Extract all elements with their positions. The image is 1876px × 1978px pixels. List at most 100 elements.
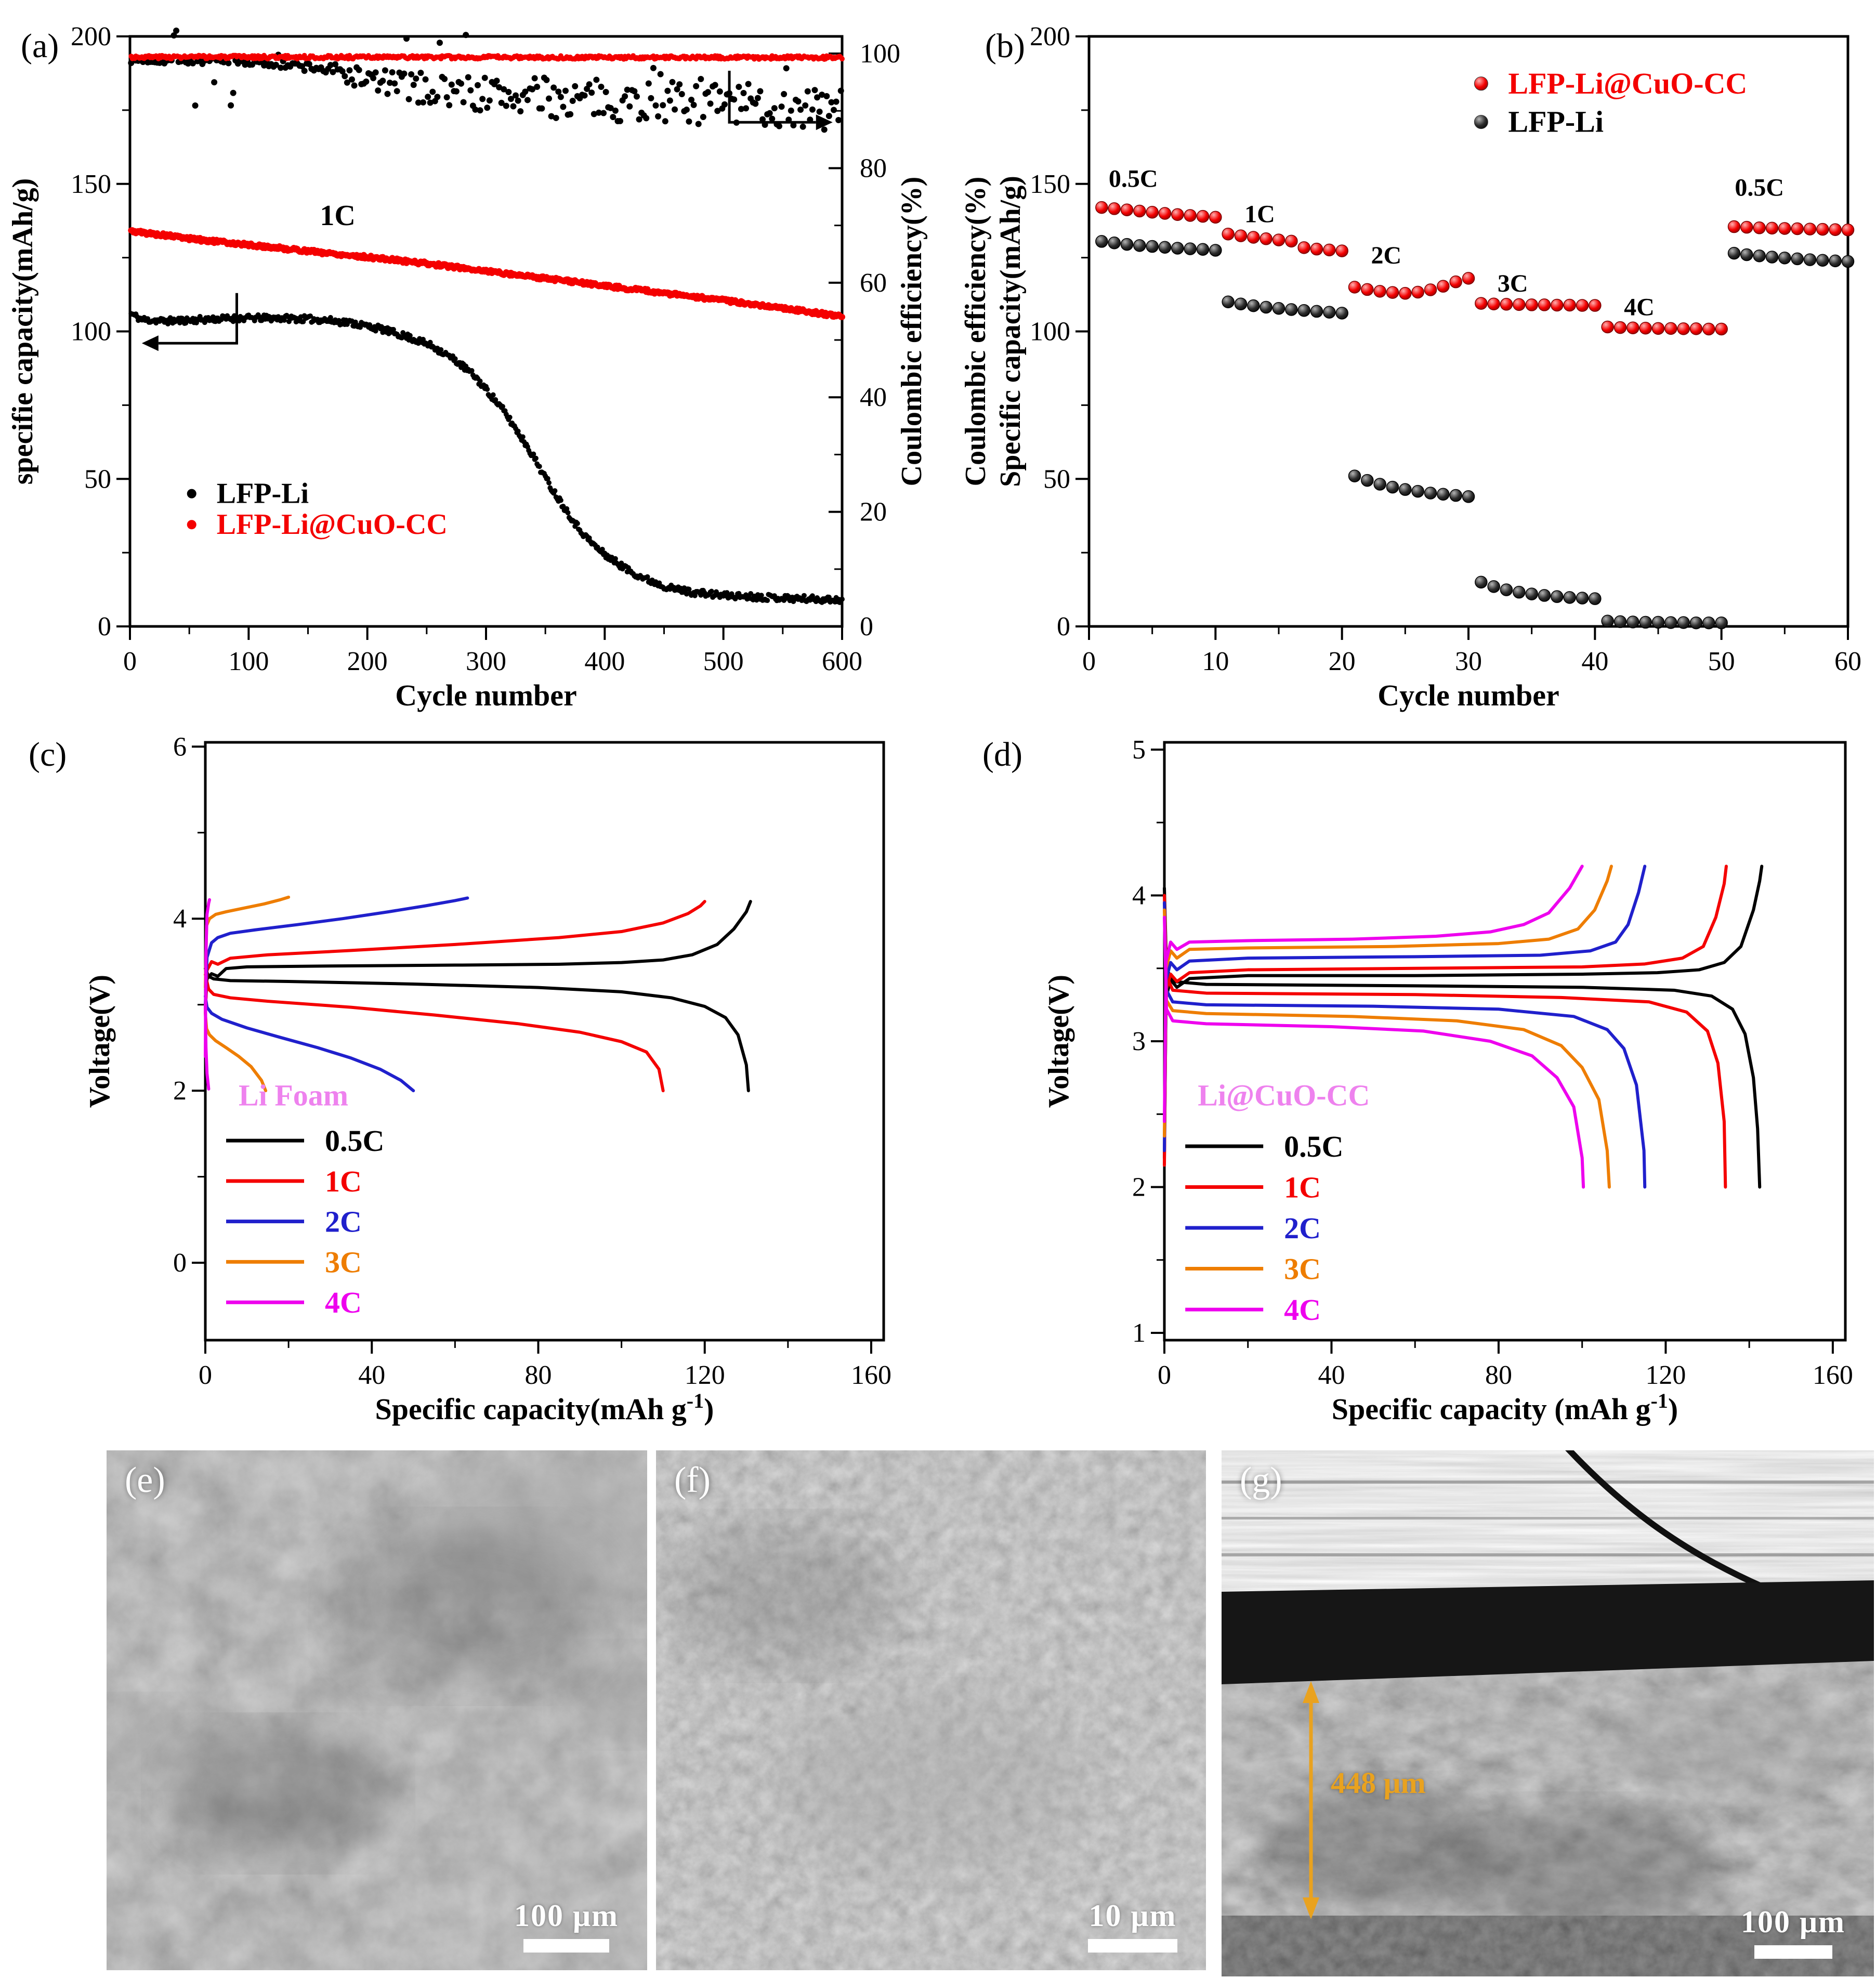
series-4c-discharge: [204, 1003, 211, 1091]
annotation-text: 3C: [1498, 270, 1528, 297]
y-axis-title: specifie capacity(mAh/g): [7, 178, 39, 484]
legend-label: 1C: [325, 1164, 362, 1198]
legend-label: 4C: [1284, 1293, 1321, 1327]
thickness-arrow: [1303, 1681, 1319, 1919]
x-axis-title: Specific capacity (mAh g-1): [1332, 1389, 1678, 1426]
series-lfp-li@cuo-cc-coulombic-efficiency: [128, 53, 845, 62]
scale-bar-f-rule: [1088, 1939, 1177, 1953]
series-2c-charge: [1163, 864, 1647, 1152]
scale-bar-g: 100 μm: [1741, 1904, 1845, 1959]
y-axis-title: Coulombic efficiency(%): [962, 177, 992, 487]
legend-label: 2C: [1284, 1211, 1321, 1245]
svg-text:50: 50: [1043, 464, 1070, 494]
legend-marker-icon: [187, 520, 196, 530]
legend-marker-icon: [1474, 115, 1488, 129]
axes-a: 0 100 200 300 400 500 600 0 50 100 150 200 0 20 40 60 80…: [71, 22, 900, 676]
panel-c-voltage-profile-chart: 0 40 80 120 160 0 2 4 6 Specific capacity(mAh g-1…: [29, 732, 891, 1426]
series-lfp-li@cuo-cc: [1095, 201, 1855, 336]
legend-label: 3C: [1284, 1252, 1321, 1286]
panel-a-cycling-chart: 0 100 200 300 400 500 600 0 50 100 150 200 0 20 40 60 80…: [7, 22, 928, 712]
svg-text:60: 60: [1834, 647, 1861, 676]
thickness-annotation: 448 μm: [1331, 1766, 1426, 1800]
svg-text:2: 2: [173, 1076, 187, 1106]
axis-pointer-arrow: [728, 71, 816, 124]
panel-f-label: (f): [674, 1460, 711, 1500]
series-2c-discharge: [204, 994, 415, 1093]
svg-text:30: 30: [1455, 647, 1482, 676]
svg-text:10: 10: [1202, 647, 1229, 676]
foil-layer: [1222, 1450, 1874, 1599]
legend-label: LFP-Li: [1508, 105, 1604, 139]
svg-text:200: 200: [1030, 22, 1070, 51]
series-4c-charge: [1163, 864, 1584, 1123]
legend-label: LFP-Li@CuO-CC: [1508, 67, 1747, 100]
legend-title: Li Foam: [239, 1078, 348, 1112]
svg-text:150: 150: [1030, 169, 1070, 199]
svg-text:1: 1: [1132, 1318, 1146, 1348]
svg-text:40: 40: [1318, 1360, 1345, 1390]
series-2c-charge: [204, 896, 469, 1006]
series-2c-discharge: [1163, 901, 1647, 1189]
svg-text:0: 0: [199, 1360, 212, 1390]
axes-d: 0 40 80 120 160 1 2 3 4 5: [1132, 735, 1853, 1390]
series-lfp-li-capacity: [128, 311, 845, 605]
annotation-text: 0.5C: [1735, 174, 1784, 201]
annotation-text: 1C: [320, 200, 355, 232]
svg-text:40: 40: [1581, 647, 1608, 676]
svg-text:100: 100: [1030, 317, 1070, 347]
axis-pointer-arrow: [158, 293, 238, 345]
axes-b: 0 10 20 30 40 50 60 0 50 100 150 200: [1030, 22, 1861, 676]
svg-text:80: 80: [860, 153, 887, 183]
panel-label-b: (b): [985, 27, 1025, 65]
series-lfp-li: [1095, 235, 1855, 630]
series-1c-charge: [1163, 864, 1728, 1167]
legend-label: 0.5C: [1284, 1130, 1343, 1163]
svg-text:200: 200: [71, 22, 111, 51]
x-axis-title: Specific capacity(mAh g-1): [375, 1389, 714, 1426]
series-0.5c-charge: [1163, 864, 1764, 1160]
series-1c-discharge: [204, 973, 665, 1093]
legend-marker-icon: [1474, 76, 1488, 91]
svg-text:40: 40: [860, 383, 887, 412]
panel-g-label: (g): [1240, 1460, 1282, 1500]
svg-text:100: 100: [860, 39, 900, 69]
svg-text:0: 0: [1158, 1360, 1171, 1390]
axes-c: 0 40 80 120 160 0 2 4 6: [173, 732, 891, 1390]
right-y-axis-title: Coulombic efficiency(%): [896, 177, 928, 487]
svg-text:80: 80: [524, 1360, 552, 1390]
scale-bar-e-label: 100 μm: [514, 1898, 619, 1933]
series-0.5c-discharge: [204, 967, 750, 1093]
svg-text:0: 0: [1057, 612, 1070, 641]
svg-text:0: 0: [173, 1248, 187, 1278]
legend-label: 1C: [1284, 1170, 1321, 1204]
panel-b-rate-chart: 0 10 20 30 40 50 60 0 50 100 150 200 Cycle number Cou…: [962, 22, 1861, 712]
annotation-text: 4C: [1624, 293, 1655, 321]
panel-d-voltage-profile-chart: 0 40 80 120 160 1 2 3 4 5 Specific capacity (mAh g…: [982, 735, 1853, 1426]
svg-text:4: 4: [173, 904, 187, 934]
svg-text:0: 0: [123, 647, 137, 676]
crack: [1565, 1450, 1791, 1609]
panel-label-c: (c): [29, 736, 67, 774]
svg-text:5: 5: [1132, 735, 1146, 765]
svg-text:50: 50: [84, 464, 111, 494]
scale-bar-f: 10 μm: [1088, 1898, 1177, 1953]
svg-text:100: 100: [228, 647, 269, 676]
y-axis-title-2: Specific capacity(mAh/g): [994, 176, 1027, 487]
svg-text:120: 120: [685, 1360, 725, 1390]
series-4c-discharge: [1163, 915, 1585, 1189]
svg-text:4: 4: [1132, 881, 1146, 911]
annotation-text: 0.5C: [1109, 165, 1158, 192]
panel-label-a: (a): [21, 27, 59, 65]
series-1c-discharge: [1163, 894, 1727, 1189]
x-axis-title: Cycle number: [1378, 678, 1559, 712]
series-0.5c-discharge: [1163, 886, 1762, 1189]
svg-text:0: 0: [98, 612, 111, 641]
series-3c-discharge: [204, 1012, 268, 1093]
scale-bar-f-label: 10 μm: [1088, 1898, 1177, 1933]
svg-text:200: 200: [347, 647, 388, 676]
svg-text:6: 6: [173, 732, 187, 762]
legend-label: LFP-Li@CuO-CC: [217, 508, 448, 541]
svg-text:3: 3: [1132, 1027, 1146, 1056]
svg-text:600: 600: [822, 647, 862, 676]
